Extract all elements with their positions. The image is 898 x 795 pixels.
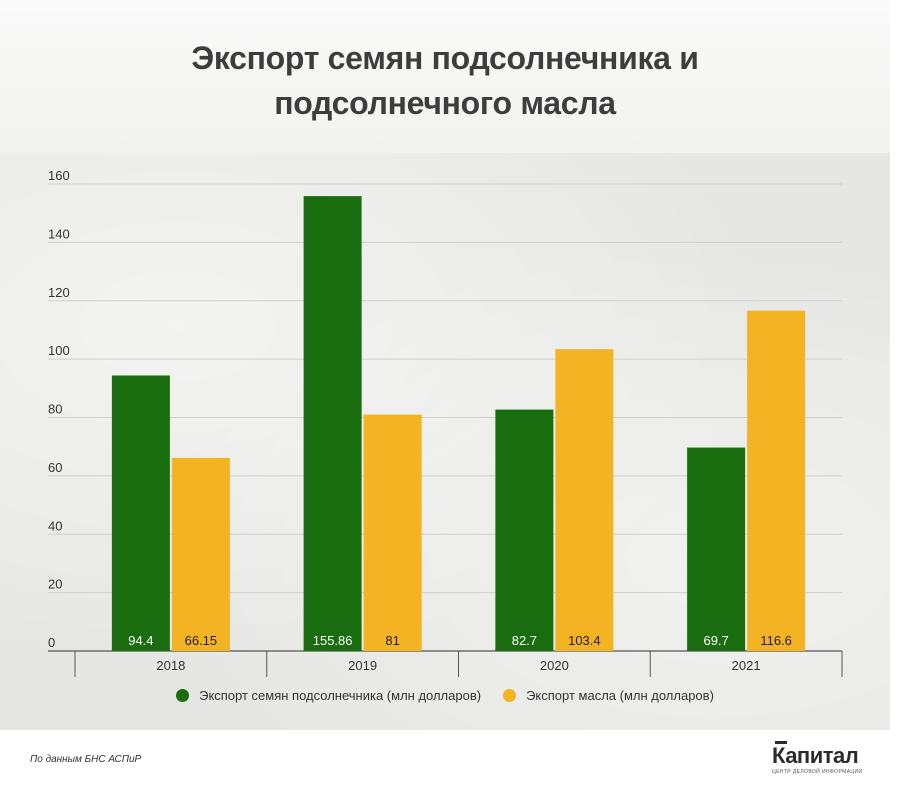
bar [111,375,170,651]
bar [687,447,746,651]
data-label: 155.86 [313,633,353,648]
title-line-1: Экспорт семян подсолнечника и [191,40,699,76]
x-tick-label: 2019 [348,658,377,673]
data-label: 82.7 [512,633,537,648]
y-tick-label: 60 [48,460,62,475]
y-tick-label: 160 [48,168,70,183]
y-tick-label: 40 [48,518,62,533]
y-tick-label: 140 [48,226,70,241]
data-label: 69.7 [703,633,728,648]
bar [495,409,554,651]
y-tick-label: 100 [48,343,70,358]
x-tick-label: 2020 [540,658,569,673]
bar [171,457,230,651]
bar [303,196,362,651]
logo-tagline: ЦЕНТР ДЕЛОВОЙ ИНФОРМАЦИИ [772,769,863,775]
bar [363,414,422,651]
data-label: 81 [385,633,399,648]
bar [747,310,806,651]
legend-swatch-seeds [176,689,190,702]
y-tick-label: 80 [48,402,62,417]
source-note: По данным БНС АСПиР [30,754,142,765]
title-line-2: подсолнечного масла [274,85,616,121]
y-tick-label: 20 [48,577,62,592]
logo: Капитал ЦЕНТР ДЕЛОВОЙ ИНФОРМАЦИИ [772,741,872,780]
logo-bar-icon [775,741,787,744]
legend: Экспорт семян подсолнечника (млн долларо… [0,688,890,703]
legend-swatch-oil [503,689,517,702]
page-title: Экспорт семян подсолнечника и подсолнечн… [0,36,890,126]
x-tick-label: 2021 [732,658,761,673]
data-label: 94.4 [128,633,153,648]
bar [555,349,614,651]
legend-item-oil: Экспорт масла (млн долларов) [503,688,714,703]
legend-item-seeds: Экспорт семян подсолнечника (млн долларо… [176,688,481,703]
x-tick-label: 2018 [156,658,185,673]
logo-wordmark: Капитал [772,741,872,768]
y-tick-label: 120 [48,285,70,300]
legend-label-oil: Экспорт масла (млн долларов) [526,688,714,703]
logo-name: Капитал [772,743,859,768]
header-panel: Экспорт семян подсолнечника и подсолнечн… [0,0,890,153]
data-label: 103.4 [568,633,601,648]
data-label: 66.15 [185,633,218,648]
y-tick-label: 0 [48,635,55,650]
data-label: 116.6 [760,633,792,648]
legend-label-seeds: Экспорт семян подсолнечника (млн долларо… [199,688,482,703]
